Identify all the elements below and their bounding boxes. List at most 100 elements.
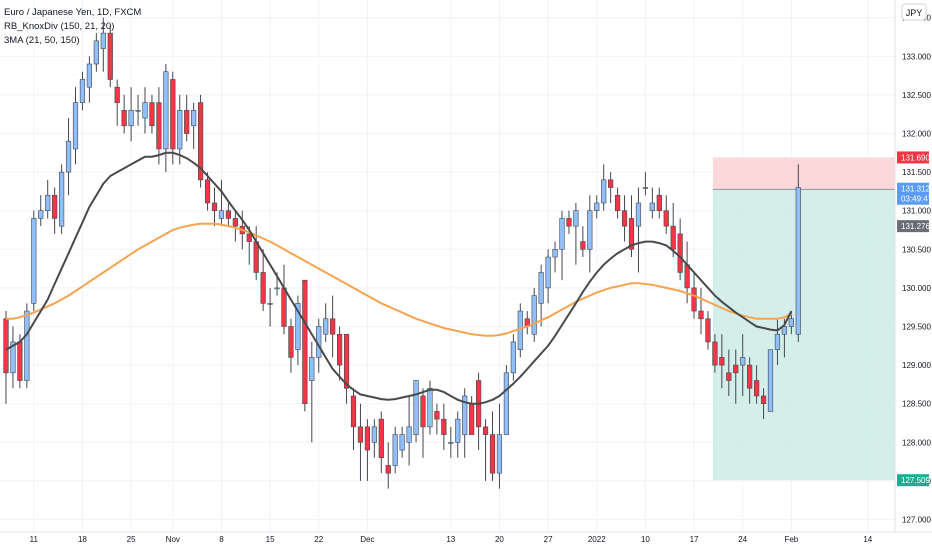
candle[interactable] (378, 411, 384, 474)
currency-badge[interactable]: JPY (901, 3, 927, 21)
candle[interactable] (191, 102, 197, 149)
candle[interactable] (705, 311, 711, 350)
candle[interactable] (448, 426, 454, 458)
candle[interactable] (601, 164, 607, 211)
candle[interactable] (503, 365, 510, 435)
candle[interactable] (795, 164, 801, 342)
candle[interactable] (302, 279, 308, 412)
candle[interactable] (441, 403, 447, 451)
candle[interactable] (733, 349, 739, 404)
candle[interactable] (100, 17, 106, 72)
candle[interactable] (204, 172, 211, 211)
candle[interactable] (177, 94, 183, 165)
candle[interactable] (392, 426, 398, 474)
candle[interactable] (406, 395, 412, 466)
candle[interactable] (232, 210, 238, 242)
candle[interactable] (427, 380, 433, 435)
candle[interactable] (184, 94, 190, 142)
candle[interactable] (10, 326, 16, 389)
candle[interactable] (469, 395, 475, 435)
symbol-title[interactable]: Euro / Japanese Yen, 1D, FXCM (4, 7, 141, 18)
candle[interactable] (434, 403, 440, 435)
candle[interactable] (462, 388, 468, 458)
candle[interactable] (163, 64, 169, 173)
candle[interactable] (594, 195, 600, 219)
candle[interactable] (267, 287, 273, 327)
candle[interactable] (281, 264, 287, 335)
candle[interactable] (587, 195, 593, 273)
candle[interactable] (323, 303, 329, 342)
candle[interactable] (218, 179, 225, 227)
candle[interactable] (552, 241, 558, 273)
stop-price-tag[interactable]: 131.690 (897, 151, 930, 164)
candle[interactable] (621, 195, 628, 242)
candle[interactable] (663, 195, 669, 234)
candle[interactable] (149, 94, 155, 134)
candle[interactable] (343, 333, 350, 404)
candle[interactable] (649, 187, 655, 219)
candle[interactable] (726, 349, 732, 396)
candle[interactable] (531, 287, 537, 342)
candle[interactable] (225, 202, 232, 227)
candle[interactable] (774, 318, 781, 366)
candle[interactable] (65, 118, 72, 196)
candle[interactable] (559, 210, 565, 281)
candle[interactable] (330, 295, 336, 358)
candle[interactable] (336, 326, 343, 381)
candle[interactable] (3, 311, 9, 404)
candle[interactable] (121, 94, 127, 134)
candle[interactable] (482, 419, 489, 481)
candle[interactable] (628, 195, 635, 258)
candle[interactable] (114, 79, 120, 126)
candle[interactable] (566, 210, 572, 234)
candle[interactable] (510, 334, 516, 381)
candle[interactable] (385, 442, 391, 489)
candle[interactable] (538, 264, 544, 327)
take-profit-zone[interactable] (712, 189, 895, 481)
stop-loss-zone[interactable] (712, 157, 895, 190)
indicator-3ma-label[interactable]: 3MA (21, 50, 150) (4, 35, 80, 46)
candle[interactable] (364, 419, 371, 481)
candle[interactable] (455, 411, 461, 458)
candle[interactable] (635, 187, 642, 273)
candle[interactable] (399, 426, 405, 458)
candle[interactable] (350, 388, 357, 451)
candle[interactable] (260, 249, 266, 312)
candle[interactable] (211, 187, 218, 227)
candle[interactable] (45, 179, 51, 219)
candle[interactable] (156, 87, 162, 165)
candle[interactable] (524, 311, 530, 335)
candle[interactable] (142, 87, 148, 134)
candle[interactable] (107, 25, 113, 88)
candle[interactable] (371, 419, 377, 458)
candle[interactable] (72, 87, 79, 165)
candle[interactable] (767, 349, 774, 412)
candle[interactable] (760, 388, 767, 420)
candle[interactable] (52, 187, 58, 234)
candle[interactable] (413, 380, 419, 443)
candle[interactable] (698, 287, 704, 335)
candle[interactable] (740, 334, 746, 396)
target-price-tag[interactable]: 127.509 (897, 474, 930, 487)
candle[interactable] (295, 295, 301, 366)
candle[interactable] (670, 202, 676, 258)
candle[interactable] (496, 403, 503, 489)
candle[interactable] (489, 411, 496, 481)
candle[interactable] (86, 56, 92, 103)
candle[interactable] (753, 365, 760, 404)
candle[interactable] (608, 172, 614, 203)
candle[interactable] (128, 87, 134, 142)
candle[interactable] (712, 334, 718, 373)
candle[interactable] (719, 334, 725, 389)
candle[interactable] (198, 94, 204, 188)
candle[interactable] (170, 71, 176, 165)
candle[interactable] (747, 357, 753, 404)
candle[interactable] (31, 210, 37, 312)
candle[interactable] (420, 388, 426, 458)
candle[interactable] (288, 318, 294, 373)
entry-price-tag[interactable]: 131.276 (897, 220, 930, 233)
candle[interactable] (573, 202, 579, 265)
candle[interactable] (642, 172, 648, 196)
